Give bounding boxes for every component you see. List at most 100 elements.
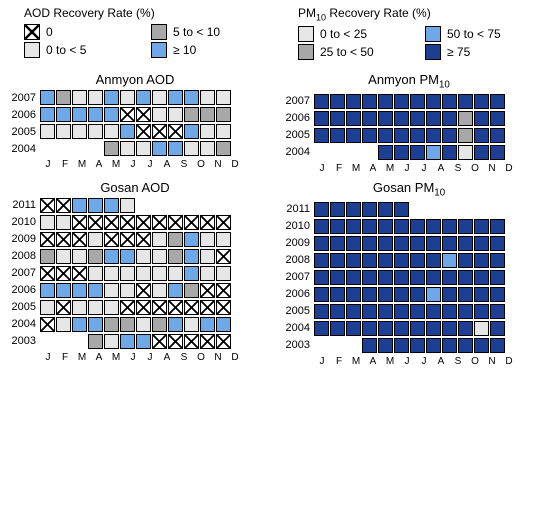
cell (314, 219, 329, 234)
year-row: 2004 (282, 320, 536, 337)
cell (152, 90, 167, 105)
cell (88, 300, 103, 315)
month-label: O (467, 356, 483, 367)
legend-label: ≥ 75 (447, 45, 470, 59)
legend-label: 50 to < 75 (447, 27, 501, 41)
cell (378, 128, 393, 143)
cell (216, 300, 231, 315)
cell (72, 266, 87, 281)
cell (362, 321, 377, 336)
year-row: 2007 (8, 265, 262, 282)
cell (216, 317, 231, 332)
cell (40, 141, 55, 156)
cell (200, 90, 215, 105)
cell (40, 198, 55, 213)
cell (136, 283, 151, 298)
cell (426, 128, 441, 143)
cell (394, 145, 409, 160)
cell (458, 219, 473, 234)
cell (314, 287, 329, 302)
legend-item: 0 (8, 24, 135, 40)
cell (314, 321, 329, 336)
cell (442, 202, 457, 217)
cell (394, 94, 409, 109)
legend-item: 0 to < 5 (8, 42, 135, 58)
cell (330, 338, 345, 353)
cell (330, 145, 345, 160)
year-label: 2011 (8, 199, 40, 211)
cell (458, 253, 473, 268)
cell (168, 141, 183, 156)
cell (330, 111, 345, 126)
cell (200, 198, 215, 213)
year-label: 2009 (8, 233, 40, 245)
cell (200, 266, 215, 281)
cell (346, 111, 361, 126)
month-label: J (416, 356, 432, 367)
cell (216, 249, 231, 264)
year-row: 2005 (8, 123, 262, 140)
cell (88, 232, 103, 247)
month-label: O (193, 159, 209, 170)
cell (40, 232, 55, 247)
cell (474, 219, 489, 234)
panel: Gosan AOD2011201020092008200720062005200… (8, 176, 262, 367)
cell (362, 219, 377, 234)
month-label: J (399, 356, 415, 367)
cell (120, 124, 135, 139)
cell (442, 94, 457, 109)
cell (104, 141, 119, 156)
year-label: 2004 (8, 143, 40, 155)
cell (410, 236, 425, 251)
month-label: N (484, 163, 500, 174)
cell (394, 287, 409, 302)
cell (200, 107, 215, 122)
month-label: D (501, 356, 517, 367)
month-label: M (74, 159, 90, 170)
legend-label: 25 to < 50 (320, 45, 374, 59)
year-label: 2006 (8, 109, 40, 121)
cell (394, 219, 409, 234)
cell (200, 317, 215, 332)
cell (136, 266, 151, 281)
cell (40, 300, 55, 315)
cell (184, 249, 199, 264)
cell (200, 124, 215, 139)
cell (346, 321, 361, 336)
cell (152, 249, 167, 264)
cell (490, 253, 505, 268)
cell (120, 249, 135, 264)
month-label: J (125, 159, 141, 170)
month-label: F (57, 352, 73, 363)
cell (152, 215, 167, 230)
cell (426, 219, 441, 234)
cell (216, 124, 231, 139)
cell (40, 215, 55, 230)
cell (426, 253, 441, 268)
cell (362, 287, 377, 302)
month-label: F (57, 159, 73, 170)
cell (40, 249, 55, 264)
cell (120, 141, 135, 156)
cell (136, 317, 151, 332)
cell (458, 94, 473, 109)
year-row: 2010 (8, 214, 262, 231)
cell (120, 215, 135, 230)
cell (88, 90, 103, 105)
year-row: 2010 (282, 218, 536, 235)
cell (104, 215, 119, 230)
cell (490, 94, 505, 109)
cell (458, 304, 473, 319)
cell (410, 304, 425, 319)
cell (490, 202, 505, 217)
cell (330, 94, 345, 109)
panel-title: Gosan PM10 (282, 180, 536, 199)
cell (72, 124, 87, 139)
cell (474, 111, 489, 126)
year-label: 2004 (282, 146, 314, 158)
cell (314, 202, 329, 217)
year-label: 2005 (8, 301, 40, 313)
cell (410, 338, 425, 353)
year-row: 2006 (8, 282, 262, 299)
cell (120, 300, 135, 315)
